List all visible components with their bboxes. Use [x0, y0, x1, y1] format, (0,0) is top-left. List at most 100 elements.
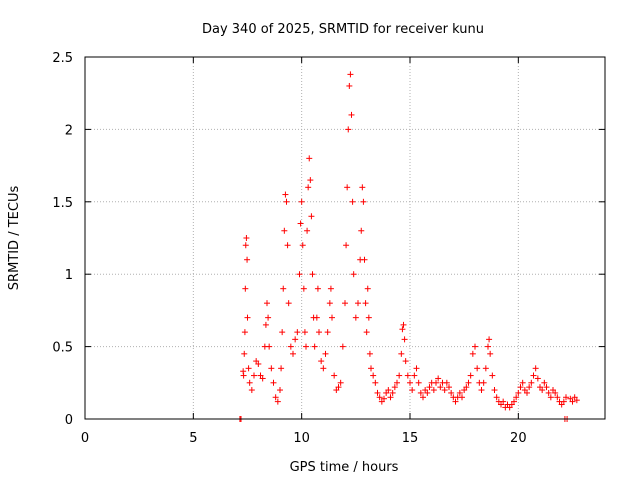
- data-point: [320, 365, 327, 372]
- data-point: [343, 242, 350, 249]
- data-point: [262, 321, 269, 328]
- data-point: [335, 384, 342, 391]
- data-point: [469, 350, 476, 357]
- data-point: [348, 111, 355, 118]
- x-tick-label: 0: [81, 431, 89, 446]
- data-point: [391, 384, 398, 391]
- data-point: [331, 372, 338, 379]
- data-point: [463, 384, 470, 391]
- data-point: [513, 394, 520, 401]
- data-point: [435, 375, 442, 382]
- data-point: [363, 329, 370, 336]
- data-point: [283, 198, 290, 205]
- data-point: [459, 394, 465, 401]
- data-point: [573, 397, 580, 404]
- data-point: [524, 389, 530, 396]
- data-point: [318, 358, 325, 365]
- data-point: [396, 372, 403, 379]
- data-point: [364, 285, 371, 292]
- data-point: [402, 358, 409, 365]
- data-point: [268, 365, 275, 372]
- data-point: [350, 271, 357, 278]
- data-point: [532, 365, 539, 372]
- data-point: [401, 336, 408, 343]
- data-point: [361, 256, 368, 263]
- data-point: [308, 213, 315, 220]
- data-point: [355, 300, 361, 307]
- data-point: [474, 365, 481, 372]
- data-point: [316, 329, 322, 336]
- data-point: [399, 326, 406, 333]
- data-point: [266, 343, 273, 350]
- data-point: [360, 198, 367, 205]
- x-tick-label: 15: [402, 431, 419, 446]
- data-point: [298, 198, 305, 205]
- data-point: [519, 379, 526, 386]
- data-point: [311, 343, 318, 350]
- data-point: [472, 343, 478, 350]
- data-point: [326, 300, 333, 307]
- data-point: [287, 343, 294, 350]
- data-point: [511, 398, 517, 405]
- data-point: [541, 379, 548, 386]
- data-point: [280, 285, 287, 292]
- data-point: [322, 350, 329, 357]
- x-tick-label: 20: [510, 431, 527, 446]
- data-point: [385, 387, 392, 394]
- data-point: [467, 372, 474, 379]
- data-point: [534, 375, 541, 382]
- data-point: [245, 365, 252, 372]
- grid-lines: [85, 57, 605, 419]
- data-point: [487, 350, 494, 357]
- y-tick-label: 1.5: [52, 196, 73, 211]
- axis-ticks: 0 5 10 15 20 0 0.5 1 1.5 2 2.5: [52, 51, 605, 446]
- y-tick-label: 2.5: [52, 51, 73, 66]
- data-point: [515, 389, 522, 396]
- data-point: [327, 285, 334, 292]
- data-point: [404, 372, 411, 379]
- data-point: [281, 227, 288, 234]
- data-point: [339, 343, 346, 350]
- data-point: [290, 350, 296, 357]
- data-point: [345, 126, 352, 133]
- data-point: [314, 285, 321, 292]
- data-point: [480, 379, 487, 386]
- data-point: [415, 379, 422, 386]
- data-point: [528, 379, 535, 386]
- data-point: [324, 329, 331, 336]
- data-point: [387, 394, 394, 401]
- data-point: [486, 336, 493, 343]
- data-point: [407, 379, 413, 386]
- data-point: [485, 343, 491, 350]
- data-point: [279, 329, 286, 336]
- data-point: [297, 220, 304, 227]
- data-point: [359, 184, 366, 191]
- data-point: [244, 256, 251, 263]
- chart-title: Day 340 of 2025, SRMTID for receiver kun…: [202, 22, 484, 37]
- data-point: [294, 329, 301, 336]
- data-point: [547, 394, 554, 401]
- data-point: [301, 329, 308, 336]
- data-point: [303, 343, 309, 350]
- data-point: [248, 387, 255, 394]
- data-point: [277, 387, 283, 394]
- data-point: [242, 242, 249, 249]
- data-point: [411, 372, 418, 379]
- data-point: [530, 372, 537, 379]
- data-point: [313, 314, 320, 321]
- data-point: [300, 285, 307, 292]
- data-point: [292, 336, 299, 343]
- data-point: [441, 387, 448, 394]
- data-point: [372, 379, 379, 386]
- data-point: [381, 395, 387, 402]
- data-point: [569, 398, 576, 405]
- data-point: [305, 184, 312, 191]
- data-point: [389, 389, 396, 396]
- data-point: [241, 350, 248, 357]
- data-point: [358, 227, 365, 234]
- data-point: [284, 242, 291, 249]
- data-point: [482, 365, 489, 372]
- data-point: [270, 379, 277, 386]
- data-point: [244, 314, 251, 321]
